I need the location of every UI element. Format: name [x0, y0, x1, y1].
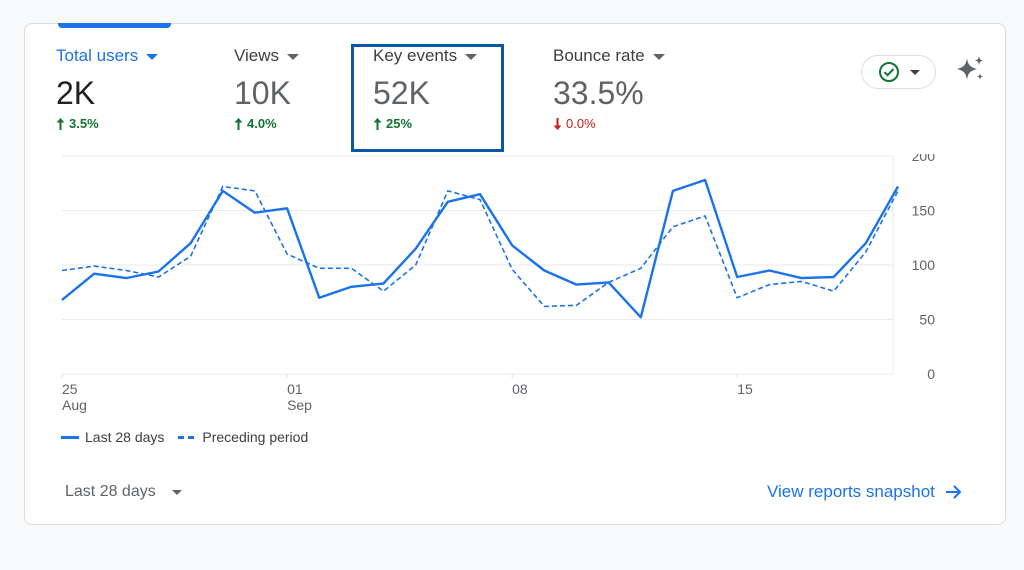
metric-delta: 25%	[373, 116, 477, 131]
highlight-box	[351, 44, 504, 152]
status-dropdown[interactable]	[861, 55, 936, 89]
metric-label: Total users	[56, 44, 159, 68]
metric-delta: 4.0%	[234, 116, 299, 131]
caret-down-icon	[465, 54, 478, 60]
metric-total-users[interactable]: Total users 2K 3.5%	[56, 44, 159, 131]
caret-down-icon	[146, 54, 159, 60]
x-tick-label: 08	[512, 381, 528, 397]
series-line-preceding-period	[61, 185, 899, 308]
caret-down-icon	[287, 54, 300, 60]
arrow-up-icon	[373, 117, 382, 130]
date-range-label: Last 28 days	[65, 483, 156, 500]
y-tick-label: 150	[912, 203, 936, 219]
selected-metric-indicator	[58, 23, 171, 28]
y-tick-label: 100	[912, 257, 936, 273]
metric-label: Key events	[373, 44, 478, 68]
metric-delta-value: 0.0%	[566, 116, 596, 131]
check-circle-icon	[878, 62, 899, 82]
metric-delta-value: 3.5%	[69, 116, 99, 131]
metric-value: 52K	[373, 75, 430, 111]
metric-delta: 3.5%	[56, 116, 158, 131]
chart-legend: Last 28 days Preceding period	[61, 429, 308, 445]
metric-delta-value: 25%	[386, 116, 413, 131]
caret-down-icon	[909, 69, 920, 75]
metric-label-text: Key events	[373, 46, 458, 65]
legend-swatch-dashed	[178, 435, 197, 439]
metric-views[interactable]: Views 10K 4.0%	[234, 44, 300, 131]
y-tick-label: 200	[912, 154, 936, 164]
date-range-dropdown[interactable]: Last 28 days	[65, 483, 182, 501]
arrow-up-icon	[234, 117, 243, 130]
x-tick-sublabel: Sep	[287, 397, 312, 413]
series-line-last-28-days	[61, 178, 900, 319]
view-reports-snapshot-link[interactable]: View reports snapshot	[767, 482, 963, 502]
legend-item-current: Last 28 days	[61, 429, 164, 445]
metric-label-text: Views	[234, 46, 280, 65]
legend-item-previous: Preceding period	[178, 429, 308, 445]
arrow-up-icon	[56, 117, 65, 130]
x-tick-label: 15	[737, 381, 753, 397]
arrow-down-icon	[553, 117, 562, 130]
metric-value: 10K	[234, 75, 291, 111]
x-tick-label: 01	[287, 381, 303, 397]
link-label: View reports snapshot	[767, 482, 935, 501]
chart-grid	[62, 155, 894, 375]
legend-label: Last 28 days	[85, 429, 165, 445]
metric-delta-value: 4.0%	[247, 116, 277, 131]
x-tick-sublabel: Aug	[62, 397, 87, 413]
overview-card: Total users 2K 3.5% Views 10K 4.0% Key e…	[24, 23, 1006, 525]
legend-swatch-solid	[61, 435, 79, 439]
metric-label: Views	[234, 44, 300, 68]
caret-down-icon	[652, 54, 665, 60]
metric-label-text: Bounce rate	[553, 46, 645, 65]
y-axis: 200 150 100 50 0	[912, 154, 936, 382]
metric-label-text: Total users	[56, 46, 139, 65]
y-tick-label: 50	[919, 312, 935, 328]
metric-bounce-rate[interactable]: Bounce rate 33.5% 0.0%	[553, 44, 665, 131]
sparkle-icon[interactable]	[955, 54, 987, 86]
metric-label: Bounce rate	[553, 44, 665, 68]
metric-key-events[interactable]: Key events 52K 25%	[373, 44, 478, 131]
arrow-right-icon	[945, 485, 962, 499]
legend-label: Preceding period	[202, 429, 309, 445]
metric-value: 33.5%	[553, 75, 644, 111]
caret-down-icon	[171, 489, 182, 495]
metric-value: 2K	[56, 75, 96, 111]
y-tick-label: 0	[927, 366, 935, 382]
metric-delta: 0.0%	[553, 116, 665, 131]
x-tick-label: 25	[62, 381, 78, 397]
